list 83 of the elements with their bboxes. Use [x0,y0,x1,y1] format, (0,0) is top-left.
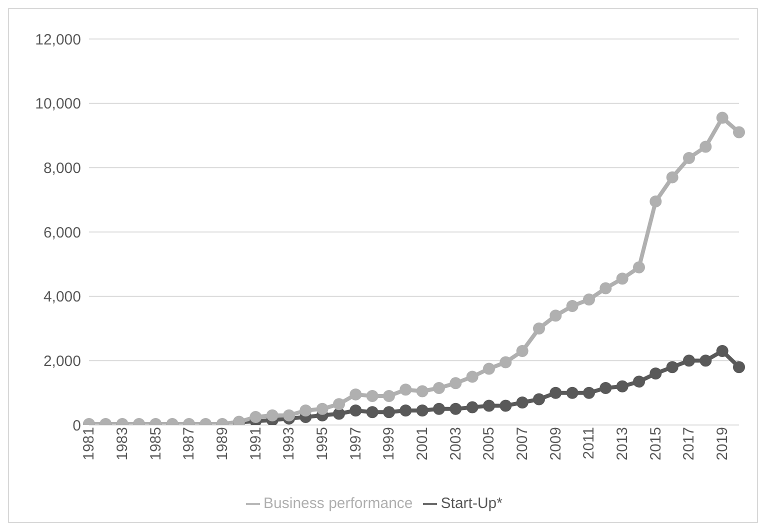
x-tick-label: 1989 [214,427,231,460]
x-tick-label: 2003 [447,427,464,460]
y-tick-label: 4,000 [43,288,81,306]
point [683,152,695,164]
point [550,386,562,399]
point [716,112,728,124]
x-tick-label: 1985 [147,427,164,460]
point [583,386,595,399]
x-tick-label: 2015 [647,427,664,460]
point [733,361,745,374]
x-tick-label: 1981 [80,427,98,460]
x-tick-label: 1987 [180,427,198,460]
x-tick-label: 1995 [314,427,331,460]
point [650,368,662,380]
y-tick-label: 8,000 [43,160,81,177]
point [350,404,362,417]
point [283,409,295,422]
point [300,404,312,417]
point [550,310,562,322]
point [366,390,378,402]
y-tick-label: 0 [72,417,81,434]
point [466,370,478,383]
point [483,400,495,412]
x-tick-label: 2001 [414,427,431,460]
x-tick-label: 2011 [580,427,598,460]
point [516,396,528,408]
point [600,282,612,294]
point [700,140,712,153]
point [350,388,362,400]
point [383,390,395,402]
point [583,294,595,306]
point [733,126,745,138]
point [616,380,628,392]
x-tick-label: 1983 [114,427,131,460]
point [633,376,645,388]
point [400,404,412,417]
point [716,345,728,358]
x-tick-label: 2007 [514,427,531,460]
point [666,361,678,374]
point [566,300,578,312]
point [400,384,412,396]
x-tick-label: 1993 [280,427,298,460]
y-tick-label: 10,000 [35,96,81,113]
x-tick-label: 2009 [547,427,564,460]
legend-label: Business performance [264,495,413,512]
x-tick-label: 1999 [380,427,398,460]
x-tick-label: 1997 [347,427,364,460]
point [650,195,662,208]
point [416,404,428,417]
point [316,402,328,415]
point [383,406,395,418]
point [433,402,445,415]
x-tick-label: 2005 [480,427,498,460]
point [633,261,645,274]
x-tick-label: 2013 [614,427,631,460]
point [500,400,512,412]
point [533,322,545,334]
legend-label: Start-Up* [440,495,502,512]
y-tick-label: 2,000 [43,352,81,370]
point [266,409,278,422]
point [500,356,512,368]
point [666,171,678,184]
point [466,401,478,414]
point [450,377,462,390]
point [250,410,262,423]
point [416,385,428,398]
point [600,382,612,394]
x-tick-label: 2019 [714,427,731,460]
point [433,382,445,394]
point [483,362,495,375]
x-tick-label: 2017 [680,427,698,460]
point [616,272,628,285]
point [700,354,712,367]
point [533,393,545,406]
x-tick-label: 1991 [247,427,264,460]
point [450,402,462,415]
point [516,345,528,358]
y-tick-label: 12,000 [35,31,81,48]
point [683,354,695,367]
y-tick-label: 6,000 [43,224,81,242]
point [366,406,378,418]
point [333,398,345,410]
point [566,386,578,399]
